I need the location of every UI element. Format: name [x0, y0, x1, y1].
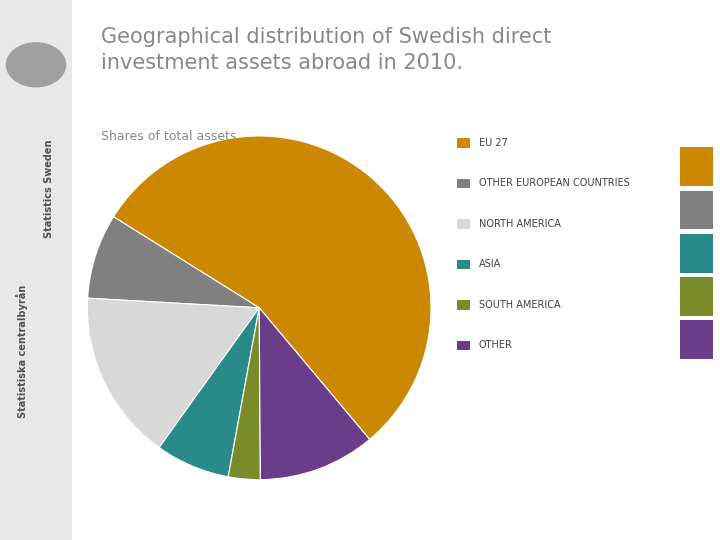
- Text: EU 27: EU 27: [479, 138, 508, 147]
- Text: OTHER: OTHER: [479, 340, 513, 350]
- Wedge shape: [228, 308, 261, 480]
- Text: SOUTH AMERICA: SOUTH AMERICA: [479, 300, 560, 309]
- Wedge shape: [88, 217, 259, 308]
- Text: Statistics Sweden: Statistics Sweden: [44, 140, 54, 238]
- Text: ASIA: ASIA: [479, 259, 501, 269]
- Wedge shape: [259, 308, 369, 480]
- Wedge shape: [87, 298, 259, 448]
- Text: Shares of total assets: Shares of total assets: [101, 130, 236, 143]
- Text: NORTH AMERICA: NORTH AMERICA: [479, 219, 561, 228]
- Wedge shape: [159, 308, 259, 477]
- Wedge shape: [114, 136, 431, 440]
- Text: OTHER EUROPEAN COUNTRIES: OTHER EUROPEAN COUNTRIES: [479, 178, 629, 188]
- Text: Statistiska centralbyrån: Statistiska centralbyrån: [16, 285, 27, 417]
- Text: Geographical distribution of Swedish direct
investment assets abroad in 2010.: Geographical distribution of Swedish dir…: [101, 27, 552, 73]
